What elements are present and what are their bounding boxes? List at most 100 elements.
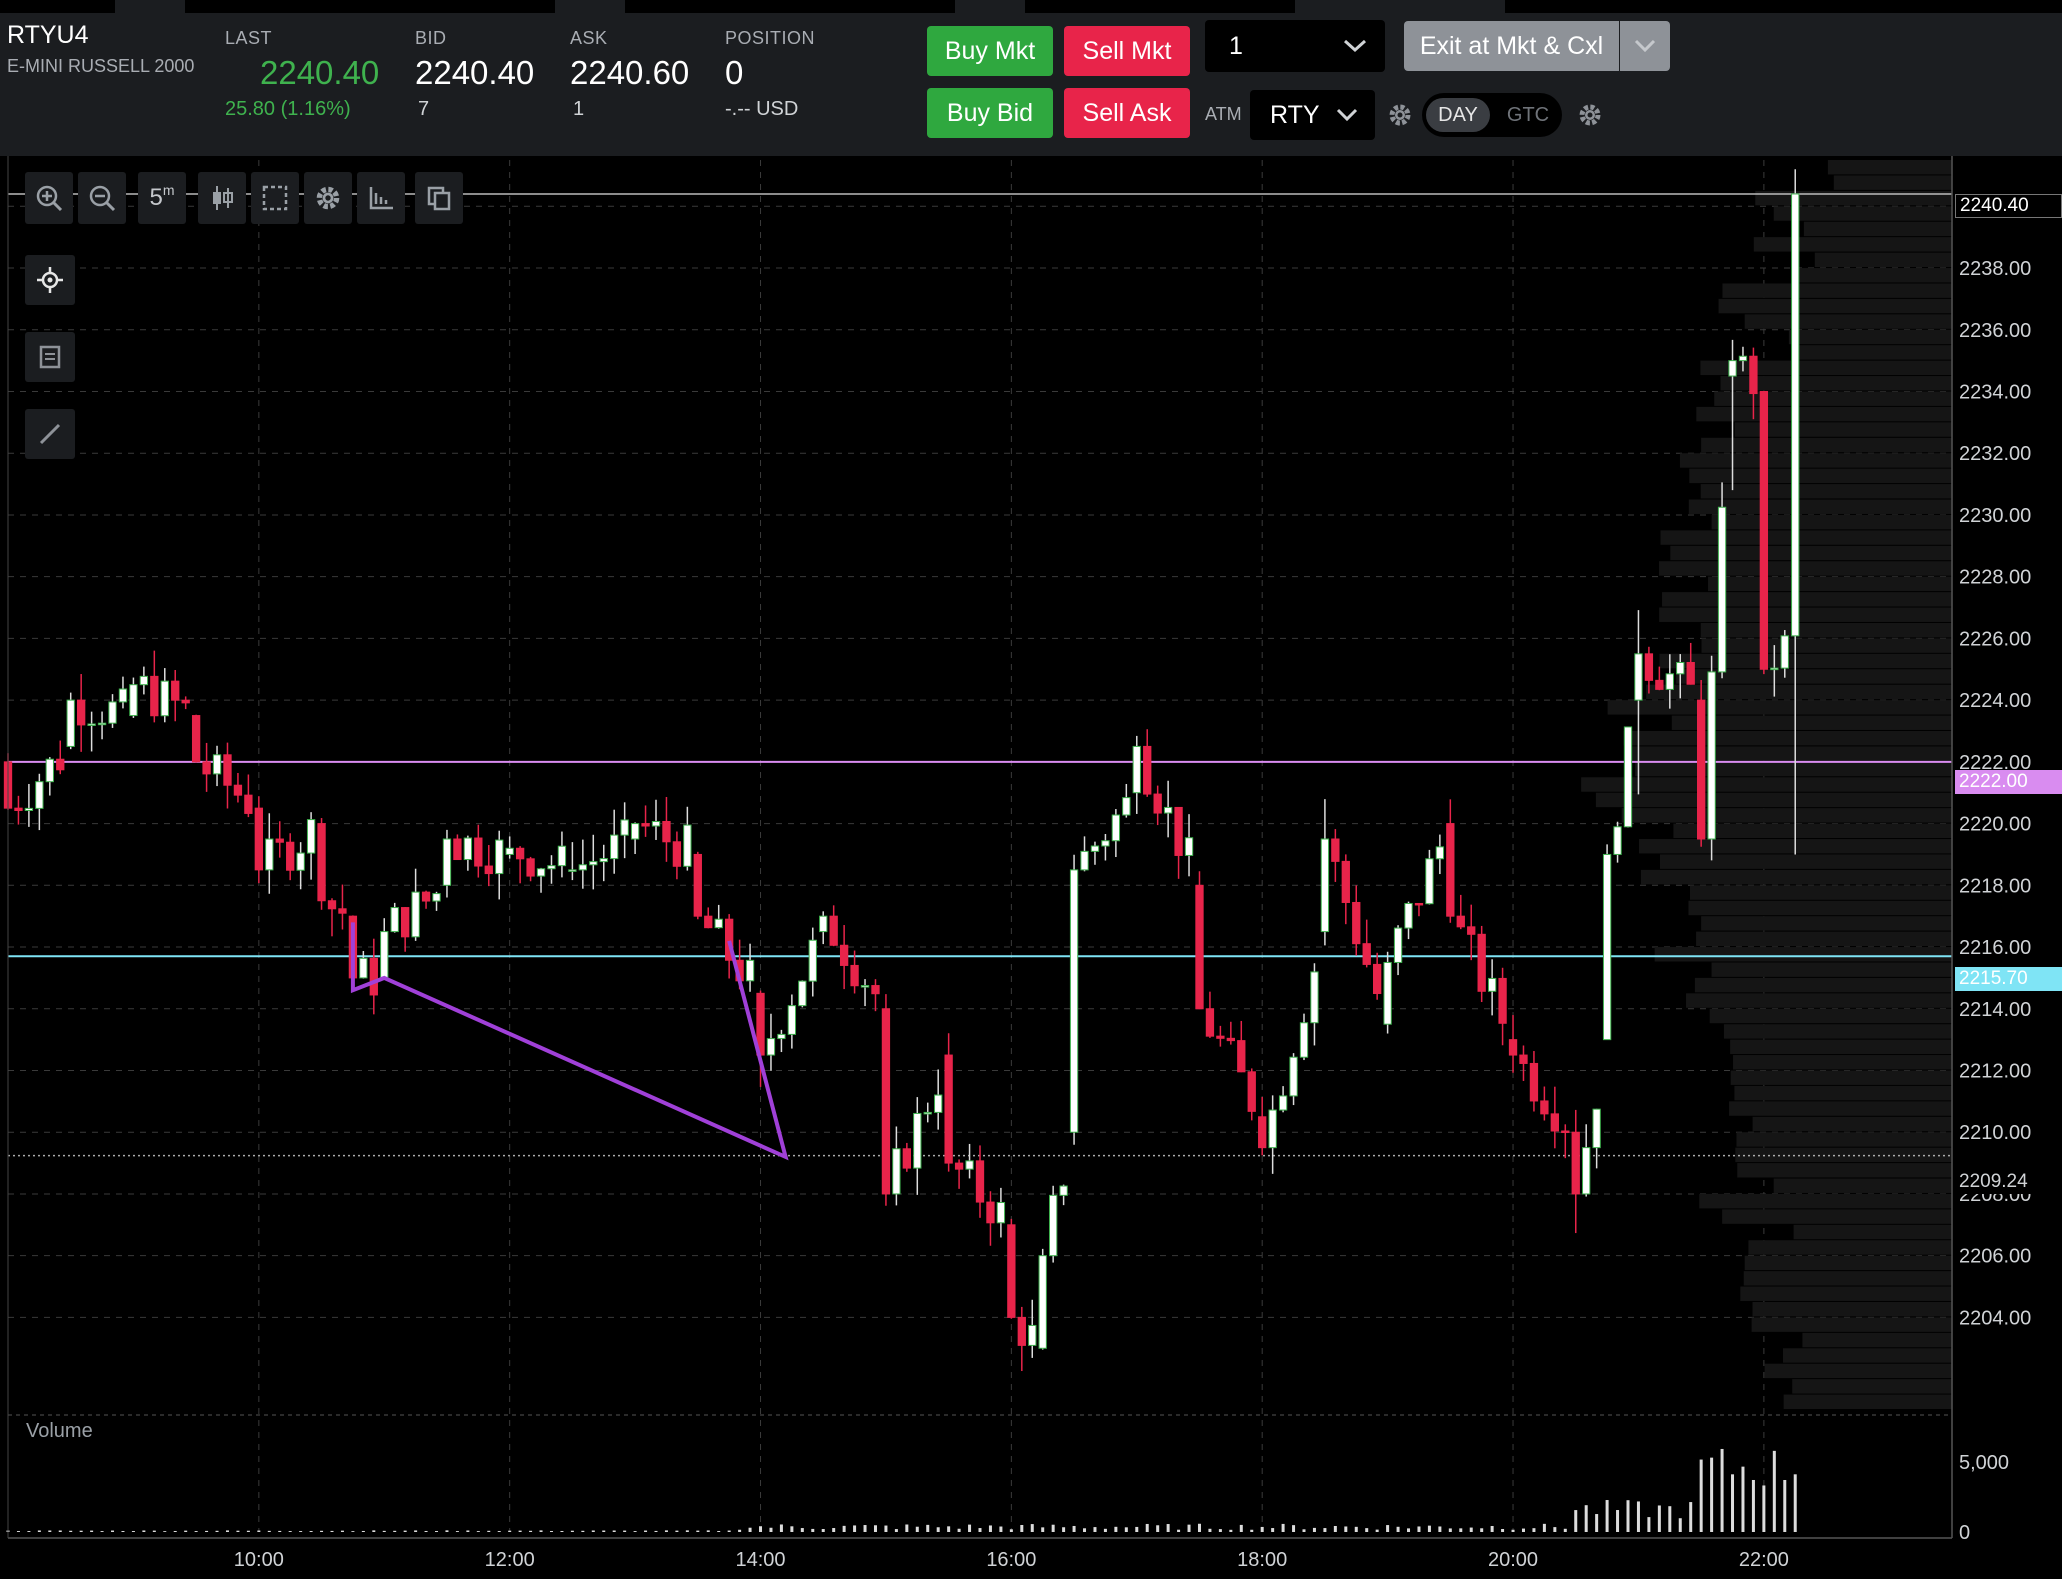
- purple-level-marker[interactable]: 2222.00: [1955, 770, 2062, 794]
- zoom-out-icon[interactable]: [78, 172, 126, 224]
- volume-bar: [1260, 1526, 1264, 1532]
- sell-ask-button[interactable]: Sell Ask: [1064, 88, 1190, 138]
- volume-bar: [1731, 1474, 1735, 1532]
- tif-day-option[interactable]: DAY: [1426, 98, 1490, 132]
- candle: [547, 855, 556, 884]
- tif-gtc-option[interactable]: GTC: [1506, 103, 1550, 126]
- chevron-down-icon[interactable]: [1620, 21, 1670, 71]
- candle: [568, 842, 577, 881]
- volume-bar: [424, 1530, 428, 1532]
- volume-bar: [905, 1524, 909, 1532]
- candle-body: [296, 852, 305, 871]
- candle-body: [1352, 901, 1361, 945]
- tab-2[interactable]: [555, 0, 625, 13]
- quantity-input[interactable]: 1: [1205, 20, 1385, 72]
- candle: [1341, 854, 1350, 925]
- candle: [1143, 729, 1152, 797]
- volume-bar: [1678, 1518, 1682, 1532]
- candle: [212, 745, 222, 787]
- candle-body: [1320, 838, 1330, 933]
- atm-gear-icon[interactable]: [1385, 100, 1415, 130]
- chart-gear-icon[interactable]: [304, 172, 352, 224]
- candle: [1435, 834, 1445, 875]
- candle: [275, 821, 284, 858]
- candle-body: [1101, 840, 1110, 847]
- candle: [1383, 951, 1392, 1034]
- profile-bar: [1701, 916, 1952, 931]
- candle: [944, 1033, 953, 1172]
- timeframe-unit: m: [162, 182, 175, 198]
- tab-3[interactable]: [955, 0, 1025, 13]
- volume-bar: [267, 1530, 271, 1532]
- volume-bar: [257, 1530, 261, 1532]
- candle-body: [881, 1008, 891, 1195]
- volume-bar: [1386, 1525, 1390, 1532]
- profile-bar: [1744, 1255, 1952, 1271]
- volume-bar: [173, 1530, 177, 1532]
- atm-select[interactable]: RTY: [1250, 90, 1375, 140]
- volume-bar: [1093, 1527, 1097, 1532]
- tab-1[interactable]: [115, 0, 185, 13]
- chevron-down-icon[interactable]: [1322, 90, 1372, 140]
- chevron-down-icon[interactable]: [1325, 20, 1385, 72]
- buy-bid-button[interactable]: Buy Bid: [927, 88, 1053, 138]
- symbol[interactable]: RTYU4: [7, 21, 89, 49]
- volume-bar: [1595, 1514, 1599, 1532]
- candle-body: [651, 820, 661, 827]
- candle: [1529, 1051, 1539, 1112]
- axis-icon[interactable]: [357, 172, 405, 224]
- buy-mkt-button[interactable]: Buy Mkt: [927, 26, 1053, 76]
- price-tick-label: 2220.00: [1959, 814, 2031, 836]
- volume-bar: [832, 1528, 836, 1532]
- price-tick-label: 2206.00: [1959, 1246, 2031, 1268]
- candle: [181, 696, 190, 710]
- profile-bar: [1736, 1132, 1952, 1147]
- profile-bar: [1734, 422, 1952, 437]
- candle: [66, 692, 75, 750]
- draw-line-icon[interactable]: [25, 409, 75, 459]
- candle-body: [191, 715, 201, 763]
- candle: [1289, 1053, 1298, 1106]
- notes-icon[interactable]: [25, 332, 75, 382]
- selection-icon[interactable]: [251, 172, 299, 224]
- candlestick-icon[interactable]: [198, 172, 246, 224]
- copy-icon[interactable]: [415, 172, 463, 224]
- price-chart[interactable]: 2204.00 2206.00 2208.00 2210.00 2212.00 2214.…: [0, 156, 2062, 1574]
- crosshair-icon[interactable]: [25, 255, 75, 305]
- profile-bar: [1688, 499, 1952, 514]
- sell-mkt-button[interactable]: Sell Mkt: [1064, 26, 1190, 76]
- candle: [536, 867, 546, 893]
- candle-body: [380, 931, 389, 979]
- profile-bar: [1689, 885, 1952, 900]
- tab-4[interactable]: [1295, 0, 1505, 13]
- tif-toggle[interactable]: DAY GTC: [1422, 93, 1562, 137]
- order-gear-icon[interactable]: [1575, 100, 1605, 130]
- volume-bar: [518, 1530, 522, 1532]
- candle-body: [87, 723, 96, 726]
- candle: [578, 839, 587, 889]
- cyan-level-marker[interactable]: 2215.70: [1955, 967, 2062, 991]
- chart-canvas[interactable]: 2204.002206.002208.002210.002212.002214.…: [0, 156, 2062, 1574]
- profile-bar: [1734, 1085, 1952, 1101]
- candle-body: [1247, 1071, 1256, 1112]
- volume-bar: [58, 1530, 62, 1532]
- volume-bar: [1438, 1526, 1442, 1532]
- price-tick-label: 2224.00: [1959, 690, 2031, 712]
- candle: [1686, 642, 1695, 685]
- volume-bar: [623, 1530, 627, 1532]
- zoom-in-icon[interactable]: [25, 172, 73, 224]
- candle-body: [1404, 902, 1413, 929]
- exit-at-mkt-button[interactable]: Exit at Mkt & Cxl: [1404, 21, 1619, 71]
- price-tick-label: 2226.00: [1959, 628, 2031, 650]
- price-tick-label: 2228.00: [1959, 567, 2031, 589]
- volume-bar: [1710, 1457, 1714, 1532]
- volume-bar: [1668, 1506, 1672, 1532]
- profile-bar: [1714, 391, 1952, 406]
- candle: [1237, 1020, 1246, 1073]
- bid-label: BID: [415, 28, 447, 48]
- volume-bar: [445, 1530, 449, 1532]
- candle: [118, 676, 128, 709]
- volume-bar: [1344, 1526, 1348, 1532]
- volume-bar: [633, 1531, 637, 1532]
